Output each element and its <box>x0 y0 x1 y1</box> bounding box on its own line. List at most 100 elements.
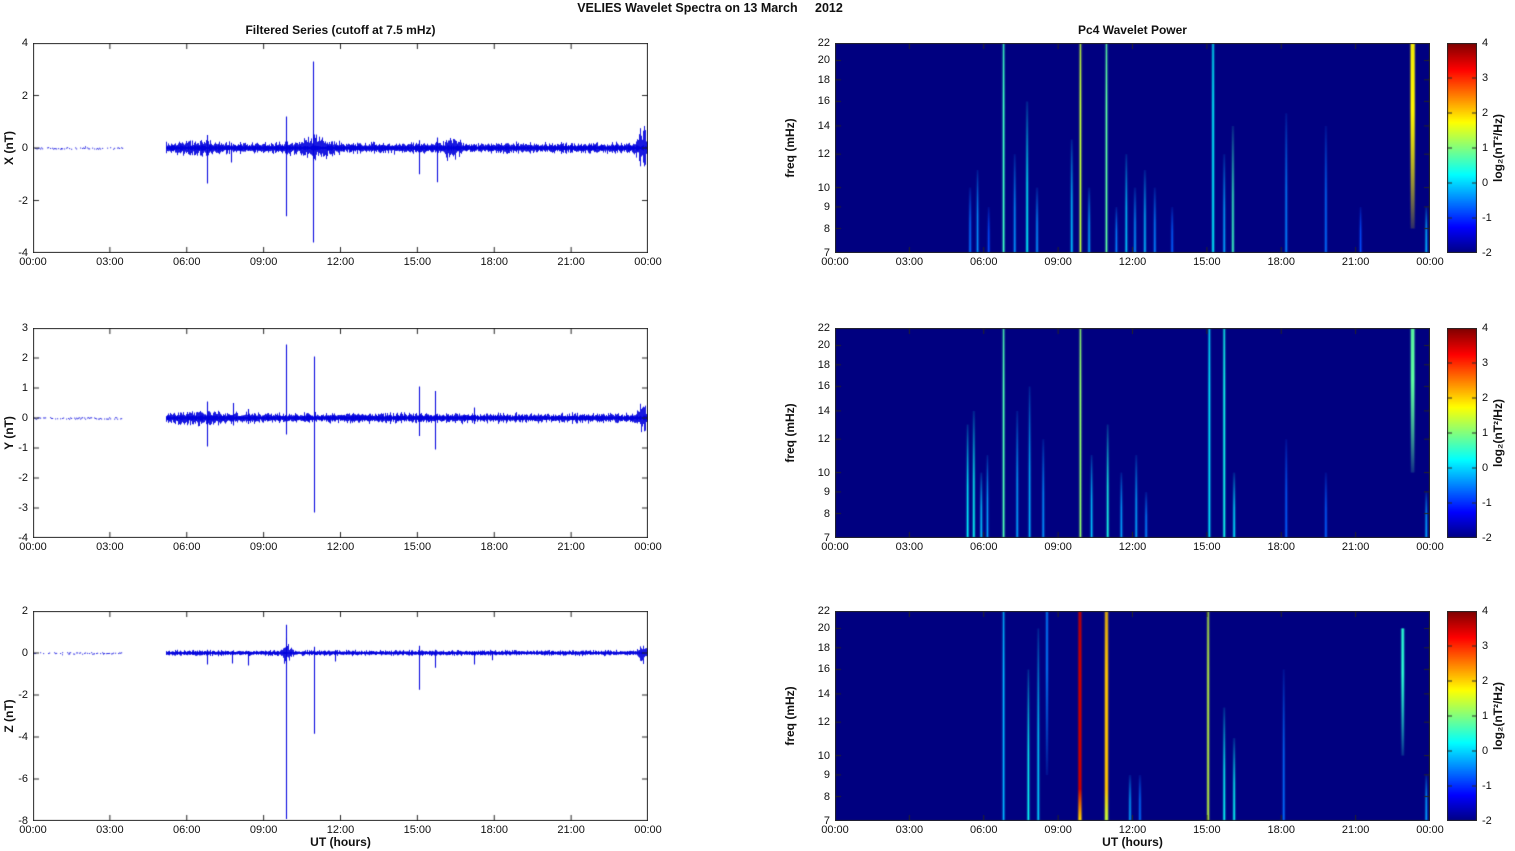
y-tick-label: 0 <box>21 412 28 424</box>
y-tick-label: 3 <box>21 322 28 334</box>
colorbar-tick-label: 2 <box>1482 392 1489 404</box>
colorbar-tick-label: 3 <box>1482 640 1489 652</box>
freq-tick-label: 10 <box>817 466 830 479</box>
x-tick-label: 00:00 <box>1416 824 1444 836</box>
freq-tick-label: 10 <box>817 181 830 194</box>
freq-tick-label: 12 <box>817 716 830 729</box>
colorbar-tick-label: -1 <box>1482 212 1492 224</box>
timeseries-x-plot <box>33 43 648 253</box>
freq-tick-label: 14 <box>817 687 830 700</box>
colorbar-x <box>1447 43 1477 253</box>
x-tick-label: 09:00 <box>249 824 278 836</box>
freq-tick-label: 9 <box>823 200 830 213</box>
freq-tick-label: 12 <box>817 433 830 446</box>
x-tick-label: 21:00 <box>1341 256 1370 268</box>
timeseries-z-plot <box>33 611 648 821</box>
colorbar-tick-label: 0 <box>1482 177 1489 189</box>
x-tick-label: 15:00 <box>1193 541 1221 553</box>
x-tick-label: 21:00 <box>557 824 585 836</box>
spectrogram-x-plot <box>835 43 1430 253</box>
x-tick-label: 12:00 <box>1118 824 1147 836</box>
figure-title: VELIES Wavelet Spectra on 13 March 2012 <box>577 1 843 15</box>
freq-tick-label: 20 <box>817 54 830 67</box>
x-tick-label: 21:00 <box>1341 541 1370 553</box>
freq-tick-label: 14 <box>817 119 830 132</box>
freq-tick-label: 20 <box>817 339 830 352</box>
x-tick-label: 03:00 <box>96 541 124 553</box>
x-tick-label: 18:00 <box>1267 824 1296 836</box>
y-tick-label: 2 <box>21 89 28 102</box>
x-tick-label: 15:00 <box>403 824 432 836</box>
xlabel-ut-hours-right: UT (hours) <box>1102 835 1163 849</box>
colorbar-tick-label: -1 <box>1482 497 1492 509</box>
timeseries-y-plot <box>33 328 648 538</box>
colorbar-tick-label: 2 <box>1482 675 1489 687</box>
x-tick-label: 00:00 <box>19 256 47 268</box>
freq-tick-label: 18 <box>817 358 830 371</box>
y-tick-label: 4 <box>21 37 28 49</box>
x-tick-label: 15:00 <box>403 256 432 268</box>
freq-tick-label: 16 <box>817 380 830 393</box>
x-tick-label: 03:00 <box>895 824 924 836</box>
x-tick-label: 00:00 <box>1416 541 1444 553</box>
ylabel-z-nt: Z (nT) <box>2 699 16 733</box>
x-tick-label: 06:00 <box>969 824 998 836</box>
freq-tick-label: 22 <box>817 37 830 49</box>
colorbar-tick-label: 4 <box>1482 605 1489 617</box>
x-tick-label: 06:00 <box>172 256 201 268</box>
x-tick-label: 00:00 <box>1416 256 1444 268</box>
freq-tick-label: 18 <box>817 641 830 654</box>
y-tick-label: 0 <box>21 142 28 154</box>
x-tick-label: 09:00 <box>249 256 278 268</box>
freq-tick-label: 12 <box>817 148 830 161</box>
x-tick-label: 21:00 <box>1341 824 1370 836</box>
x-tick-label: 00:00 <box>821 256 849 268</box>
timeseries-x-canvas <box>33 43 648 253</box>
x-tick-label: 00:00 <box>634 541 662 553</box>
y-tick-label: -2 <box>18 472 28 484</box>
ylabel-x-nt: X (nT) <box>2 131 16 165</box>
x-tick-label: 21:00 <box>557 256 585 268</box>
freq-tick-label: 14 <box>817 404 830 417</box>
spectrogram-x-canvas <box>835 43 1430 253</box>
x-tick-label: 15:00 <box>1193 824 1221 836</box>
x-tick-label: 03:00 <box>96 256 124 268</box>
freq-tick-label: 20 <box>817 622 830 635</box>
x-tick-label: 09:00 <box>1044 256 1072 268</box>
colorbar-tick-label: -1 <box>1482 780 1492 792</box>
y-tick-label: -2 <box>18 689 28 701</box>
y-tick-label: -8 <box>18 815 28 827</box>
y-tick-label: -2 <box>18 194 28 207</box>
x-tick-label: 00:00 <box>821 541 849 553</box>
x-tick-label: 06:00 <box>969 541 998 553</box>
x-tick-label: 12:00 <box>1118 541 1147 553</box>
x-tick-label: 03:00 <box>895 256 924 268</box>
x-tick-label: 03:00 <box>96 824 124 836</box>
freq-tick-label: 7 <box>823 815 830 827</box>
y-tick-label: -6 <box>18 773 28 785</box>
colorbar-label-2: log₂(nT²/Hz) <box>1491 399 1505 467</box>
x-tick-label: 00:00 <box>19 824 47 836</box>
colorbar-tick-label: 4 <box>1482 322 1489 334</box>
timeseries-y-canvas <box>33 328 648 538</box>
x-tick-label: 18:00 <box>480 824 509 836</box>
x-tick-label: 12:00 <box>326 541 355 553</box>
x-tick-label: 21:00 <box>557 541 585 553</box>
x-tick-label: 12:00 <box>1118 256 1147 268</box>
ylabel-freq-mhz-1: freq (mHz) <box>783 118 797 178</box>
x-tick-label: 06:00 <box>969 256 998 268</box>
spectrogram-y-canvas <box>835 328 1430 538</box>
freq-tick-label: 18 <box>817 73 830 86</box>
y-tick-label: 1 <box>21 382 28 394</box>
colorbar-tick-label: 2 <box>1482 107 1489 119</box>
colorbar-tick-label: 1 <box>1482 142 1489 154</box>
right-column-title: Pc4 Wavelet Power <box>1078 23 1187 37</box>
y-tick-label: 2 <box>21 605 28 617</box>
freq-tick-label: 9 <box>823 768 830 781</box>
spectrogram-z-plot <box>835 611 1430 821</box>
x-tick-label: 12:00 <box>326 824 355 836</box>
colorbar-tick-label: 4 <box>1482 37 1489 49</box>
x-tick-label: 15:00 <box>403 541 432 553</box>
x-tick-label: 09:00 <box>249 541 278 553</box>
